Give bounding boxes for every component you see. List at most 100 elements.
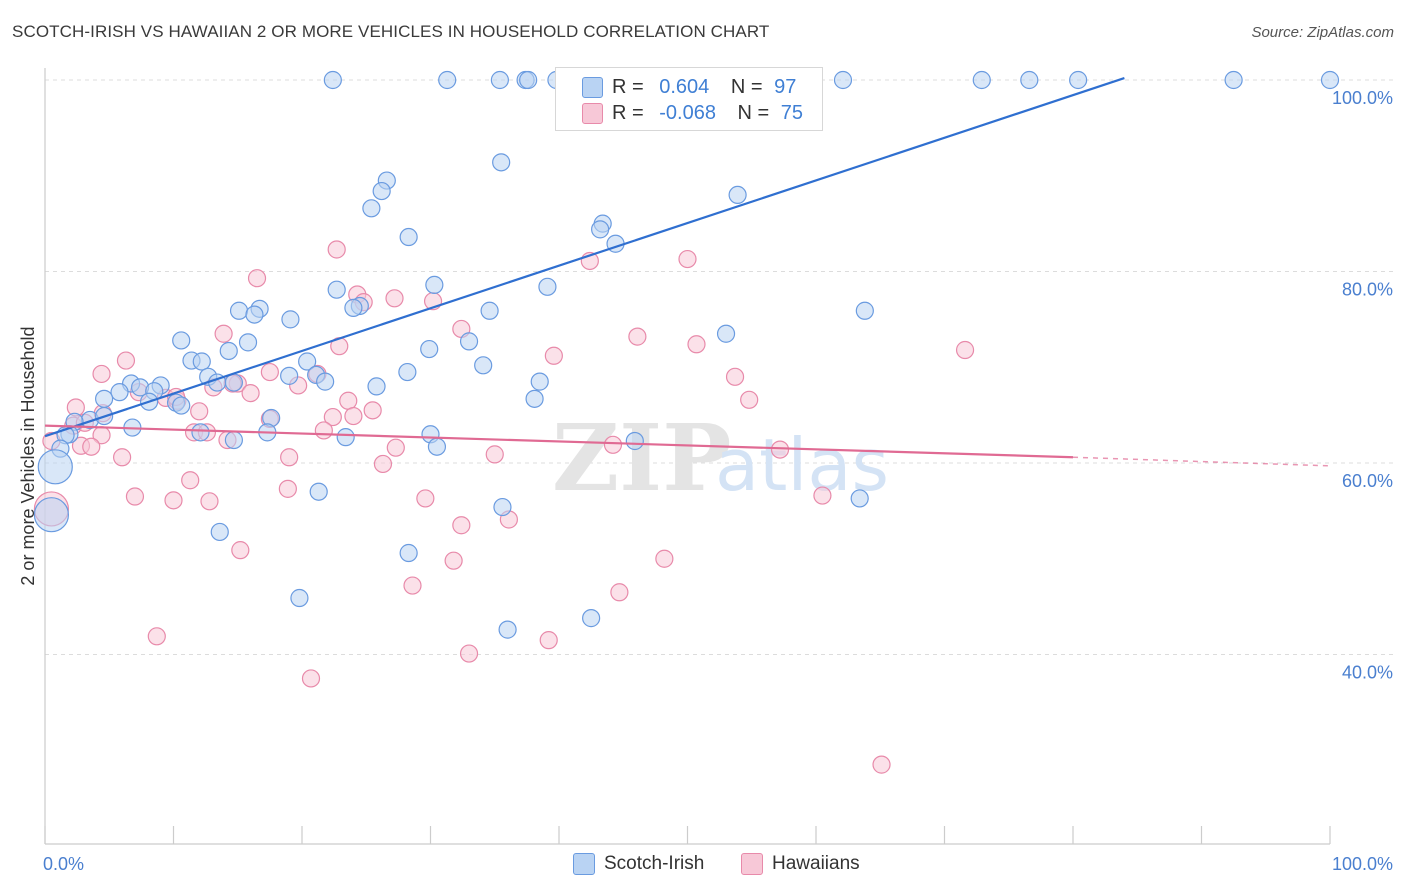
scotch-irish-point bbox=[490, 70, 509, 90]
hawaiians-point bbox=[200, 492, 219, 511]
scotch-irish-point bbox=[191, 423, 210, 442]
hawaiians-point bbox=[231, 541, 250, 560]
scotch-irish-legend-swatch bbox=[573, 853, 595, 875]
hawaiians-point bbox=[725, 367, 745, 386]
hawaiians-point bbox=[82, 437, 101, 456]
scotch-irish-point bbox=[1020, 70, 1039, 90]
scotch-irish-point bbox=[850, 489, 869, 508]
scotch-irish-points bbox=[33, 70, 1340, 639]
hawaiians-point bbox=[603, 435, 623, 454]
scotch-irish-point bbox=[425, 275, 444, 295]
hawaiians-point bbox=[112, 448, 132, 467]
scotch-irish-point bbox=[238, 333, 258, 352]
n-value-scotch-irish: 97 bbox=[774, 75, 797, 98]
scotch-irish-point bbox=[245, 305, 264, 324]
scotch-irish-point bbox=[229, 301, 249, 320]
hawaiians-point bbox=[403, 576, 422, 595]
legend-label-hawaiians: Hawaiians bbox=[772, 853, 860, 874]
hawaiians-point bbox=[678, 249, 697, 269]
hawaiians-point bbox=[416, 489, 435, 508]
hawaiians-point bbox=[314, 421, 333, 440]
scotch-irish-point bbox=[459, 332, 479, 351]
hawaiians-point bbox=[260, 362, 279, 382]
scotch-irish-point bbox=[327, 280, 346, 299]
scotch-irish-point bbox=[224, 430, 243, 450]
hawaiians-point bbox=[164, 491, 183, 510]
scotch-irish-point bbox=[372, 181, 391, 201]
scotch-irish-point bbox=[290, 588, 309, 608]
scotch-irish-point bbox=[716, 324, 736, 343]
hawaiians-point bbox=[92, 364, 111, 384]
scotch-irish-point bbox=[1224, 70, 1243, 90]
hawaiians-point bbox=[813, 486, 832, 505]
r-label: R = bbox=[612, 75, 644, 98]
scotch-irish-point bbox=[172, 331, 191, 350]
scotch-irish-point bbox=[172, 396, 191, 415]
hawaiians-point bbox=[280, 448, 299, 467]
scotch-irish-point bbox=[219, 341, 238, 361]
legend-item-scotch-irish[interactable]: Scotch-Irish bbox=[573, 851, 704, 877]
scotch-irish-point bbox=[110, 383, 129, 402]
source-label: Source: ZipAtlas.com bbox=[1251, 24, 1394, 41]
grid-layer bbox=[45, 79, 1395, 655]
scotch-irish-point bbox=[95, 389, 114, 408]
hawaiians-point bbox=[247, 269, 267, 288]
y-axis-label: 2 or more Vehicles in Household bbox=[18, 326, 38, 585]
scotch-irish-point bbox=[498, 620, 517, 639]
hawaiians-point bbox=[955, 340, 975, 360]
hawaiians-point bbox=[363, 401, 382, 420]
scotch-irish-point bbox=[493, 497, 512, 517]
scotch-irish-trend-line bbox=[44, 77, 1125, 438]
scotch-irish-point bbox=[427, 437, 447, 456]
scotch-irish-point bbox=[474, 356, 493, 375]
hawaiians-point bbox=[610, 583, 629, 602]
hawaiians-point bbox=[872, 755, 891, 774]
scotch-irish-point bbox=[344, 298, 363, 317]
y-tick-label: 40.0% bbox=[1342, 663, 1393, 683]
hawaiians-point bbox=[770, 440, 790, 459]
hawaiians-point bbox=[452, 516, 471, 535]
scotch-irish-point bbox=[37, 449, 73, 485]
y-tick-label: 80.0% bbox=[1342, 280, 1393, 300]
hawaiians-point bbox=[544, 346, 563, 365]
scotch-irish-point bbox=[525, 389, 544, 408]
scotch-irish-point bbox=[280, 366, 299, 385]
hawaiians-point bbox=[386, 438, 405, 457]
watermark: ZIP atlas bbox=[552, 404, 889, 512]
scotch-irish-point bbox=[362, 199, 381, 218]
scotch-irish-point bbox=[281, 310, 300, 329]
scotch-irish-point bbox=[538, 277, 557, 296]
hawaiians-point bbox=[301, 669, 321, 688]
scotch-irish-point bbox=[192, 352, 211, 371]
scotch-irish-point bbox=[398, 362, 417, 382]
chart-title: SCOTCH-IRISH VS HAWAIIAN 2 OR MORE VEHIC… bbox=[12, 22, 770, 41]
tick-labels: 40.0% 60.0% 80.0% 100.0% 0.0% 100.0% bbox=[43, 88, 1393, 874]
scotch-irish-point bbox=[33, 497, 70, 533]
scotch-irish-point bbox=[420, 339, 439, 359]
x-tick-label: 100.0% bbox=[1332, 854, 1393, 874]
y-tick-label: 60.0% bbox=[1342, 471, 1393, 491]
x-tick-label: 0.0% bbox=[43, 854, 84, 874]
legend-item-hawaiians[interactable]: Hawaiians bbox=[741, 851, 860, 877]
scotch-irish-point bbox=[728, 185, 747, 204]
hawaiians-point bbox=[116, 351, 136, 370]
y-tick-label: 100.0% bbox=[1332, 88, 1393, 108]
scotch-irish-point bbox=[519, 70, 538, 90]
scotch-irish-point bbox=[309, 482, 328, 501]
trend-lines bbox=[44, 77, 1331, 467]
scotch-irish-point bbox=[367, 377, 386, 396]
hawaiians-point bbox=[740, 390, 759, 409]
hawaiians-point bbox=[327, 240, 346, 259]
hawaiians-point bbox=[125, 487, 145, 506]
hawaiians-trend-line bbox=[44, 424, 1074, 459]
scotch-irish-point bbox=[336, 428, 355, 447]
hawaiians-point bbox=[373, 454, 393, 474]
hawaiians-point bbox=[459, 644, 479, 663]
scotch-irish-point bbox=[492, 153, 511, 172]
scotch-irish-point bbox=[582, 609, 601, 628]
scotch-irish-point bbox=[480, 301, 499, 320]
hawaiians-point bbox=[385, 289, 404, 308]
hawaiians-point bbox=[241, 384, 260, 403]
r-value-hawaiians: -0.068 bbox=[659, 101, 716, 124]
